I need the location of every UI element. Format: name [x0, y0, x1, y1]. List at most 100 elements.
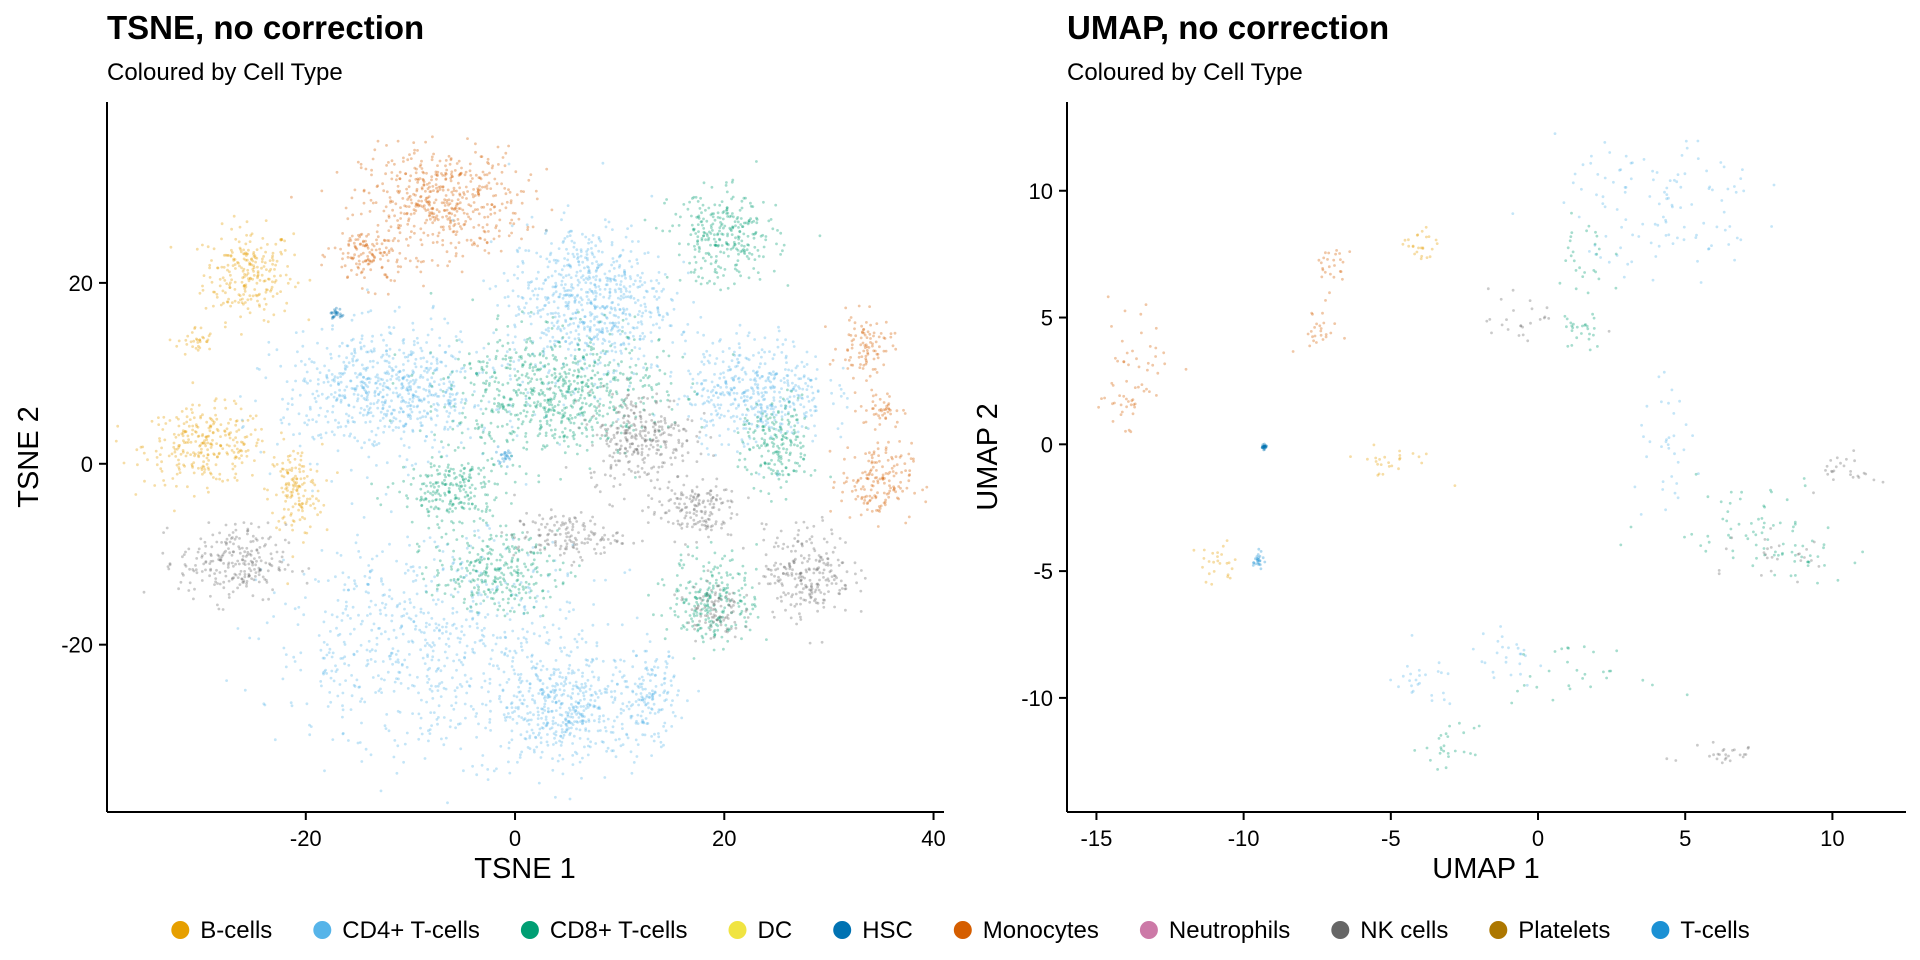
scatter-point	[335, 626, 338, 630]
scatter-point	[214, 413, 218, 417]
scatter-point	[566, 235, 569, 238]
scatter-point	[342, 588, 346, 592]
scatter-point	[527, 722, 531, 726]
scatter-point	[549, 312, 553, 315]
scatter-point	[625, 289, 628, 293]
scatter-point	[380, 579, 383, 583]
scatter-point	[566, 204, 570, 208]
scatter-point	[722, 251, 726, 255]
scatter-point	[526, 228, 529, 232]
scatter-point	[319, 406, 322, 410]
scatter-point	[445, 410, 449, 413]
scatter-point	[662, 743, 665, 747]
scatter-point	[641, 271, 644, 275]
scatter-point	[415, 167, 418, 171]
scatter-point	[244, 242, 248, 246]
scatter-point	[565, 600, 569, 604]
scatter-point	[283, 249, 287, 252]
scatter-point	[242, 257, 246, 261]
scatter-point	[894, 425, 897, 429]
scatter-point	[503, 635, 507, 639]
scatter-point	[862, 421, 866, 424]
scatter-point	[727, 392, 731, 396]
scatter-point	[600, 250, 604, 254]
scatter-point	[441, 185, 445, 189]
scatter-point	[391, 208, 394, 212]
scatter-point	[154, 449, 158, 453]
scatter-point	[430, 430, 434, 434]
scatter-point	[560, 279, 564, 283]
scatter-point	[391, 662, 394, 666]
scatter-point	[554, 741, 558, 745]
scatter-point	[709, 419, 712, 423]
scatter-point	[612, 267, 616, 270]
scatter-point	[203, 442, 207, 445]
scatter-point	[270, 288, 273, 291]
scatter-point	[578, 321, 582, 324]
scatter-point	[244, 283, 248, 287]
scatter-point	[205, 462, 209, 466]
scatter-point	[570, 712, 574, 716]
scatter-point	[524, 483, 528, 486]
scatter-point	[366, 350, 370, 354]
scatter-point	[745, 357, 749, 361]
scatter-point	[419, 238, 423, 242]
scatter-point	[426, 394, 430, 398]
scatter-point	[612, 278, 616, 282]
scatter-point	[199, 443, 202, 447]
scatter-point	[248, 636, 252, 640]
scatter-point	[872, 450, 876, 454]
scatter-point	[499, 249, 503, 253]
scatter-point	[465, 238, 469, 242]
scatter-point	[691, 197, 694, 200]
scatter-point	[422, 611, 426, 615]
scatter-point	[380, 677, 383, 681]
scatter-point	[178, 444, 182, 447]
scatter-point	[390, 619, 394, 623]
scatter-point	[779, 253, 782, 256]
scatter-point	[452, 659, 455, 663]
scatter-point	[676, 693, 679, 697]
scatter-point	[482, 279, 485, 283]
scatter-point	[631, 240, 634, 243]
scatter-point	[419, 260, 423, 264]
scatter-point	[398, 177, 402, 181]
scatter-point	[398, 454, 402, 458]
scatter-point	[177, 444, 181, 448]
scatter-point	[331, 324, 334, 327]
scatter-point	[292, 232, 296, 236]
scatter-point	[869, 469, 872, 473]
scatter-point	[752, 378, 756, 382]
scatter-point	[389, 199, 393, 203]
scatter-point	[397, 226, 401, 230]
scatter-point	[866, 352, 870, 356]
scatter-point	[895, 463, 899, 467]
scatter-point	[263, 279, 267, 283]
scatter-point	[874, 404, 877, 407]
scatter-point	[809, 408, 812, 412]
scatter-point	[246, 298, 250, 302]
scatter-point	[485, 187, 489, 190]
scatter-point	[539, 255, 542, 258]
scatter-point	[583, 315, 587, 318]
scatter-point	[347, 588, 350, 592]
scatter-point	[868, 305, 871, 308]
scatter-point	[219, 444, 223, 448]
scatter-point	[726, 409, 730, 413]
scatter-point	[688, 402, 692, 406]
scatter-point	[550, 726, 554, 730]
scatter-point	[346, 276, 349, 279]
scatter-point	[611, 725, 615, 729]
scatter-point	[611, 257, 615, 260]
scatter-point	[579, 720, 582, 723]
scatter-point	[322, 672, 325, 676]
scatter-point	[399, 682, 403, 685]
scatter-point	[769, 386, 773, 390]
scatter-point	[387, 372, 391, 376]
scatter-point	[486, 157, 490, 161]
scatter-point	[187, 438, 191, 441]
scatter-point	[556, 723, 560, 727]
scatter-point	[197, 466, 200, 470]
scatter-point	[868, 471, 871, 475]
scatter-point	[246, 272, 250, 275]
